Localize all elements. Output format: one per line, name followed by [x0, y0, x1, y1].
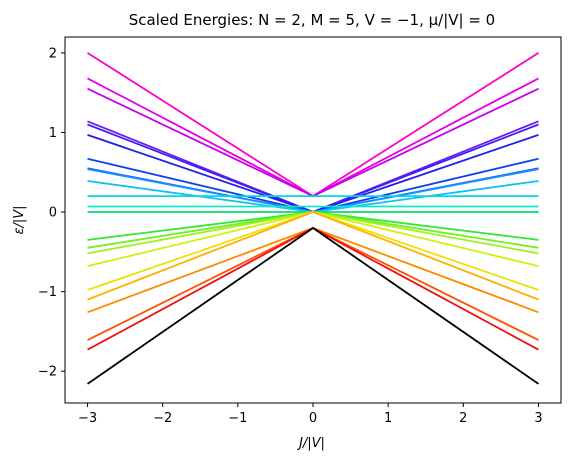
- x-tick-label: 3: [534, 411, 542, 426]
- series-line-4: [87, 120, 539, 213]
- series-line-15: [87, 211, 539, 249]
- series-line-3: [87, 87, 539, 198]
- y-tick-label: 0: [49, 206, 57, 221]
- series-line-7: [87, 157, 539, 213]
- series-layer: [86, 52, 540, 385]
- x-tick-label: −2: [153, 411, 172, 426]
- series-line-17: [87, 211, 539, 267]
- x-axis-ticks: −3 −2 −1 0 1 2 3: [78, 403, 543, 426]
- series-line-14: [87, 211, 539, 241]
- series-line-6: [87, 134, 539, 213]
- y-tick-label: 1: [49, 126, 57, 141]
- series-line-18: [87, 211, 539, 291]
- series-line-22: [87, 226, 539, 351]
- series-line-5: [87, 123, 539, 213]
- series-line-23: [86, 226, 540, 385]
- series-line-19: [87, 211, 539, 301]
- x-tick-label: −1: [228, 411, 247, 426]
- y-tick-label: −2: [38, 365, 57, 380]
- y-tick-label: −1: [38, 285, 57, 300]
- x-tick-label: 0: [309, 411, 317, 426]
- series-line-16: [87, 211, 539, 255]
- x-tick-label: −3: [78, 411, 97, 426]
- y-axis-label: ε/|V|: [12, 205, 27, 234]
- y-axis-ticks: −2 −1 0 1 2: [38, 46, 65, 380]
- y-tick-label: 2: [49, 46, 57, 61]
- chart-title: Scaled Energies: N = 2, M = 5, V = −1, μ…: [129, 11, 495, 29]
- x-tick-label: 2: [459, 411, 467, 426]
- x-axis-label: J/|V|: [296, 436, 325, 451]
- x-tick-label: 1: [384, 411, 392, 426]
- series-line-21: [87, 226, 539, 341]
